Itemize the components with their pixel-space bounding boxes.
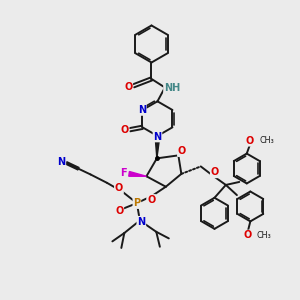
Text: F: F [120,168,127,178]
Text: O: O [120,125,129,135]
Text: N: N [137,217,146,227]
Text: NH: NH [164,83,180,94]
Polygon shape [129,172,146,176]
Text: O: O [115,183,123,193]
Text: P: P [133,198,140,208]
Text: N: N [57,157,65,166]
Text: O: O [211,167,219,177]
Text: CH₃: CH₃ [259,136,274,145]
Text: CH₃: CH₃ [256,231,271,240]
Polygon shape [155,136,160,158]
Text: O: O [115,206,123,216]
Text: O: O [246,136,254,146]
Text: N: N [138,105,146,115]
Text: N: N [153,132,161,142]
Text: O: O [244,230,252,240]
Text: O: O [147,195,155,205]
Text: O: O [124,82,132,92]
Text: O: O [178,146,186,156]
